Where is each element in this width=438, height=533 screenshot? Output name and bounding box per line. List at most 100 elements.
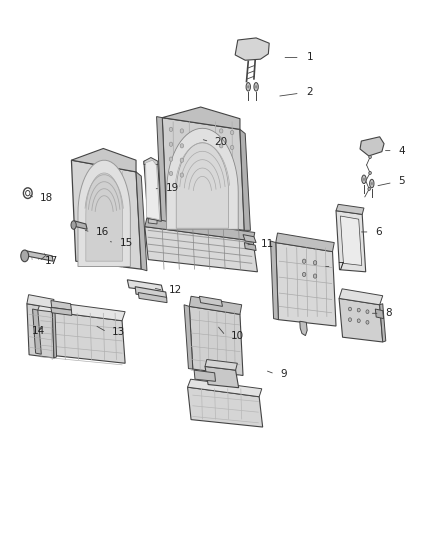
- Polygon shape: [146, 160, 159, 220]
- Ellipse shape: [180, 144, 184, 148]
- Polygon shape: [194, 370, 215, 381]
- Polygon shape: [187, 387, 263, 427]
- Polygon shape: [135, 287, 166, 298]
- Polygon shape: [145, 217, 255, 241]
- Text: 2: 2: [306, 87, 313, 97]
- Ellipse shape: [25, 190, 30, 196]
- Polygon shape: [199, 296, 223, 306]
- Polygon shape: [27, 295, 54, 308]
- Polygon shape: [144, 161, 161, 221]
- Text: 17: 17: [44, 256, 58, 266]
- Polygon shape: [52, 307, 57, 358]
- Polygon shape: [340, 216, 362, 265]
- Ellipse shape: [219, 144, 223, 148]
- Polygon shape: [25, 251, 53, 261]
- Polygon shape: [300, 321, 307, 336]
- Polygon shape: [86, 173, 123, 261]
- Ellipse shape: [230, 131, 234, 135]
- Polygon shape: [339, 289, 383, 305]
- Text: 9: 9: [280, 369, 287, 379]
- Ellipse shape: [169, 142, 173, 147]
- Polygon shape: [162, 107, 240, 130]
- Ellipse shape: [357, 319, 360, 322]
- Text: 20: 20: [215, 136, 228, 147]
- Ellipse shape: [169, 171, 173, 175]
- Ellipse shape: [180, 173, 184, 177]
- Polygon shape: [27, 304, 54, 358]
- Ellipse shape: [368, 187, 371, 190]
- Polygon shape: [360, 137, 384, 156]
- Text: 11: 11: [261, 239, 274, 248]
- Polygon shape: [243, 235, 256, 243]
- Ellipse shape: [302, 272, 306, 277]
- Polygon shape: [271, 241, 279, 320]
- Text: 12: 12: [169, 286, 182, 295]
- Polygon shape: [375, 309, 384, 319]
- Polygon shape: [71, 149, 136, 172]
- Polygon shape: [336, 204, 364, 214]
- Polygon shape: [78, 160, 131, 266]
- Ellipse shape: [369, 171, 371, 174]
- Polygon shape: [244, 243, 256, 251]
- Polygon shape: [162, 118, 244, 230]
- Ellipse shape: [371, 182, 373, 185]
- Polygon shape: [176, 143, 229, 228]
- Ellipse shape: [255, 85, 257, 88]
- Ellipse shape: [247, 85, 249, 88]
- Polygon shape: [336, 211, 366, 272]
- Ellipse shape: [169, 157, 173, 161]
- Polygon shape: [51, 308, 72, 316]
- Text: 7: 7: [337, 262, 343, 271]
- Text: 18: 18: [40, 193, 53, 204]
- Ellipse shape: [302, 259, 306, 263]
- Ellipse shape: [313, 274, 317, 278]
- Text: 19: 19: [166, 183, 179, 193]
- Polygon shape: [189, 306, 243, 375]
- Polygon shape: [240, 130, 251, 230]
- Ellipse shape: [357, 308, 360, 312]
- Text: 16: 16: [96, 227, 109, 237]
- Ellipse shape: [219, 129, 223, 133]
- Ellipse shape: [21, 250, 28, 262]
- Polygon shape: [38, 301, 125, 321]
- Text: 4: 4: [398, 146, 405, 156]
- Text: 6: 6: [375, 227, 382, 237]
- Text: 1: 1: [306, 52, 313, 61]
- Ellipse shape: [349, 307, 352, 311]
- Ellipse shape: [362, 175, 366, 183]
- Ellipse shape: [180, 158, 184, 163]
- Ellipse shape: [169, 127, 173, 132]
- Polygon shape: [148, 219, 157, 224]
- Ellipse shape: [363, 178, 365, 181]
- Ellipse shape: [313, 261, 317, 265]
- Text: 13: 13: [112, 327, 125, 337]
- Ellipse shape: [366, 320, 369, 324]
- Ellipse shape: [366, 310, 369, 313]
- Ellipse shape: [71, 221, 76, 229]
- Polygon shape: [144, 158, 158, 165]
- Text: 8: 8: [385, 308, 392, 318]
- Polygon shape: [380, 304, 386, 342]
- Ellipse shape: [246, 83, 251, 91]
- Ellipse shape: [23, 188, 32, 198]
- Polygon shape: [339, 298, 383, 342]
- Text: 15: 15: [120, 238, 133, 247]
- Ellipse shape: [230, 146, 234, 150]
- Polygon shape: [156, 117, 166, 221]
- Polygon shape: [74, 221, 87, 229]
- Polygon shape: [71, 160, 141, 269]
- Ellipse shape: [180, 129, 184, 133]
- Ellipse shape: [370, 179, 374, 188]
- Polygon shape: [276, 233, 334, 252]
- Polygon shape: [51, 301, 71, 310]
- Text: 10: 10: [231, 330, 244, 341]
- Polygon shape: [138, 293, 167, 303]
- Polygon shape: [184, 305, 193, 369]
- Polygon shape: [189, 296, 242, 314]
- Polygon shape: [32, 309, 41, 354]
- Polygon shape: [127, 280, 163, 292]
- Polygon shape: [276, 243, 336, 326]
- Polygon shape: [205, 367, 239, 387]
- Ellipse shape: [349, 318, 352, 321]
- Polygon shape: [38, 310, 125, 364]
